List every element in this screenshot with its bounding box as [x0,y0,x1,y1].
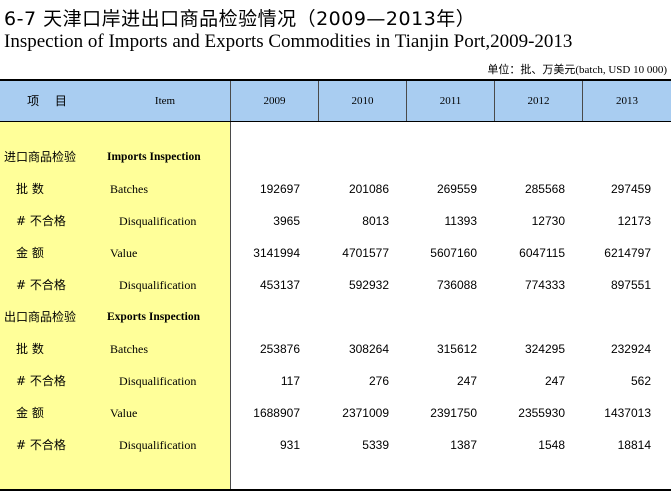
cell-value-2009: 192697 [259,182,300,196]
row-label-zh: # 不合格 [16,214,66,228]
row-label-zh: 进口商品检验 [4,150,77,164]
table-row: 批 数 Batches 253876 308264 315612 324295 232924 [0,333,671,365]
row-label-en: Value [110,246,138,260]
cell-value-2012: 1548 [538,438,565,452]
row-label-en: Disqualification [119,374,197,388]
page-title-english: Inspection of Imports and Exports Commod… [4,31,573,52]
cell-value-2012: 6047115 [519,246,565,260]
row-label-zh: 金 额 [16,406,44,420]
cell-value-2010: 276 [368,374,389,388]
cell-value-2009: 453137 [259,278,300,292]
cell-value-2013: 6214797 [604,246,651,260]
cell-value-2010: 4701577 [342,246,389,260]
row-label-en: Disqualification [119,438,197,452]
table-top-rule [0,79,671,81]
cell-value-2010: 201086 [348,182,389,196]
table-row: # 不合格 Disqualification 931 5339 1387 1548 1881… [0,429,671,461]
cell-value-2013: 12173 [617,214,651,228]
header-item-zh: 项 目 [27,94,73,108]
row-label-zh: 批 数 [16,342,44,356]
cell-value-2009: 253876 [259,342,300,356]
table-row: 金 额 Value 3141994 4701577 5607160 6047115 6214… [0,237,671,269]
cell-value-2009: 3965 [273,214,300,228]
cell-value-2011: 269559 [436,182,477,196]
row-label-en: Batches [110,182,148,196]
row-label-zh: # 不合格 [16,278,66,292]
row-label-zh: # 不合格 [16,438,66,452]
row-label-zh: 金 额 [16,246,44,260]
cell-value-2012: 2355930 [518,406,565,420]
cell-value-2011: 247 [456,374,477,388]
cell-value-2013: 297459 [610,182,651,196]
row-label-en: Batches [110,342,148,356]
page-title-chinese: 6-7 天津口岸进出口商品检验情况（2009—2013年） [4,8,476,30]
row-label-zh: 出口商品检验 [4,310,77,324]
cell-value-2011: 1387 [450,438,477,452]
cell-value-2013: 18814 [617,438,651,452]
cell-value-2009: 1688907 [253,406,300,420]
cell-value-2012: 12730 [531,214,565,228]
cell-value-2012: 247 [544,374,565,388]
header-year-2010: 2010 [319,81,407,121]
table-row: 金 额 Value 1688907 2371009 2391750 2355930 1437… [0,397,671,429]
table-row: # 不合格 Disqualification 3965 8013 11393 12730 1… [0,205,671,237]
table-row: # 不合格 Disqualification 453137 592932 736088 7… [0,269,671,301]
table-row: 批 数 Batches 192697 201086 269559 285568 297459 [0,173,671,205]
header-year-2009: 2009 [231,81,319,121]
cell-value-2012: 285568 [524,182,565,196]
row-label-en: Value [110,406,138,420]
table-header: 项 目 Item 2009 2010 2011 2012 2013 [0,81,671,122]
cell-value-2011: 5607160 [430,246,477,260]
cell-value-2013: 562 [630,374,651,388]
header-year-2011: 2011 [407,81,495,121]
unit-note: 单位：批、万美元(batch, USD 10 000) [487,64,667,76]
cell-value-2011: 11393 [444,214,477,228]
table-row: # 不合格 Disqualification 117 276 247 247 562 [0,365,671,397]
cell-value-2012: 774333 [524,278,565,292]
cell-value-2009: 117 [280,374,300,388]
cell-value-2011: 315612 [436,342,477,356]
cell-value-2010: 2371009 [342,406,389,420]
cell-value-2009: 931 [279,438,300,452]
row-label-en: Imports Inspection [107,151,201,163]
cell-value-2013: 232924 [610,342,651,356]
cell-value-2010: 592932 [348,278,389,292]
cell-value-2011: 2391750 [430,406,477,420]
row-label-zh: # 不合格 [16,374,66,388]
header-year-2013: 2013 [616,95,638,107]
row-label-zh: 批 数 [16,182,44,196]
row-label-en: Exports Inspection [107,311,200,323]
cell-value-2012: 324295 [524,342,565,356]
cell-value-2013: 897551 [610,278,651,292]
cell-value-2010: 308264 [348,342,389,356]
cell-value-2013: 1437013 [604,406,651,420]
table-bottom-rule [0,489,671,491]
header-year-2012: 2012 [495,81,583,121]
section-row: 进口商品检验 Imports Inspection [0,141,671,173]
header-item-en: Item [100,81,231,121]
row-label-en: Disqualification [119,278,197,292]
row-label-en: Disqualification [119,214,197,228]
item-column-background [0,122,231,489]
cell-value-2010: 8013 [362,214,389,228]
cell-value-2009: 3141994 [253,246,300,260]
cell-value-2010: 5339 [362,438,389,452]
section-row: 出口商品检验 Exports Inspection [0,301,671,333]
cell-value-2011: 736088 [436,278,477,292]
